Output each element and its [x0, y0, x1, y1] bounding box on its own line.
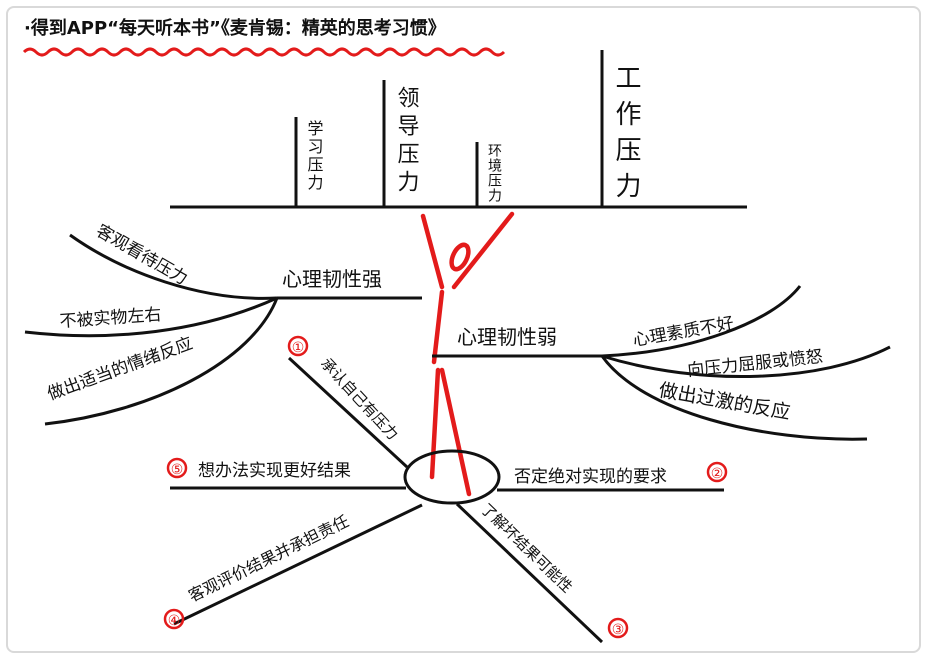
figure-right-arm [451, 211, 515, 290]
page-title: ·得到APP“每天听本书”《麦肯锡：精英的思考习惯》 [24, 17, 446, 39]
step-2-number: ② [711, 466, 724, 482]
figure-left-arm [420, 213, 445, 290]
step-1-line [287, 356, 409, 469]
figure-head [449, 242, 471, 272]
strong-branch-1-line [69, 233, 278, 300]
stressor-study-label: 学习压力 [305, 120, 324, 192]
mind-map: ·得到APP“每天听本书”《麦肯锡：精英的思考习惯》 学习压力 领导压力 环境压… [22, 17, 891, 644]
step-5-label: 想办法实现更好结果 [198, 461, 351, 481]
diagram-frame: ·得到APP“每天听本书”《麦肯锡：精英的思考习惯》 学习压力 领导压力 环境压… [6, 6, 921, 653]
strong-branch-1: 客观看待压力 [93, 221, 191, 289]
weak-branch-1-line [601, 285, 802, 358]
title-wavy-underline [22, 47, 506, 57]
strong-branch-3: 做出适当的情绪反应 [45, 334, 196, 405]
stressor-environment-label: 环境压力 [486, 143, 502, 203]
step-1-number: ① [292, 340, 305, 356]
figure-right-leg [439, 367, 472, 497]
stick-figure [420, 211, 515, 497]
resilience-weak: 心理韧性弱 心理素质不好 向压力屈服或愤怒 做出过激的反应 [432, 285, 891, 441]
step-4-badge [163, 608, 185, 630]
strong-label: 心理韧性强 [282, 267, 382, 291]
figure-left-leg [429, 367, 441, 480]
hub-ellipse [403, 449, 501, 505]
stressor-work: 工作压力 [600, 50, 641, 208]
step-5: ⑤ 想办法实现更好结果 [166, 457, 406, 490]
stressor-leader: 领导压力 [382, 80, 420, 207]
stressor-environment: 环境压力 [475, 142, 502, 207]
step-1-badge [287, 335, 309, 357]
step-4-number: ④ [168, 613, 181, 629]
strong-branch-3-line [44, 297, 279, 426]
step-5-number: ⑤ [171, 462, 184, 478]
step-3-badge [607, 617, 629, 639]
strong-branch-2-line [24, 296, 278, 338]
step-4-label: 客观评价结果并承担责任 [185, 511, 352, 605]
step-3-line [455, 502, 604, 644]
step-1: ① 承认自己有压力 [287, 335, 409, 469]
weak-branch-2-line [601, 345, 891, 379]
weak-branch-3-line [600, 355, 868, 441]
step-3-label: 了解坏结果可能性 [477, 500, 576, 596]
stressor-leader-label: 领导压力 [394, 86, 420, 198]
step-4-line [173, 503, 423, 626]
step-1-label: 承认自己有压力 [317, 354, 402, 443]
strong-branch-2: 不被实物左右 [59, 305, 162, 332]
step-5-badge [166, 457, 188, 479]
step-4: ④ 客观评价结果并承担责任 [163, 503, 423, 630]
step-3-number: ③ [612, 622, 625, 638]
stressor-study: 学习压力 [294, 117, 324, 207]
weak-branch-3: 做出过激的反应 [657, 379, 792, 424]
step-2: 否定绝对实现的要求 ② [497, 461, 728, 492]
step-2-badge [706, 461, 728, 483]
weak-label: 心理韧性弱 [457, 325, 557, 349]
figure-body [431, 289, 445, 365]
step-2-label: 否定绝对实现的要求 [514, 467, 667, 487]
step-3: 了解坏结果可能性 ③ [455, 500, 629, 644]
stressor-work-label: 工作压力 [611, 64, 641, 208]
